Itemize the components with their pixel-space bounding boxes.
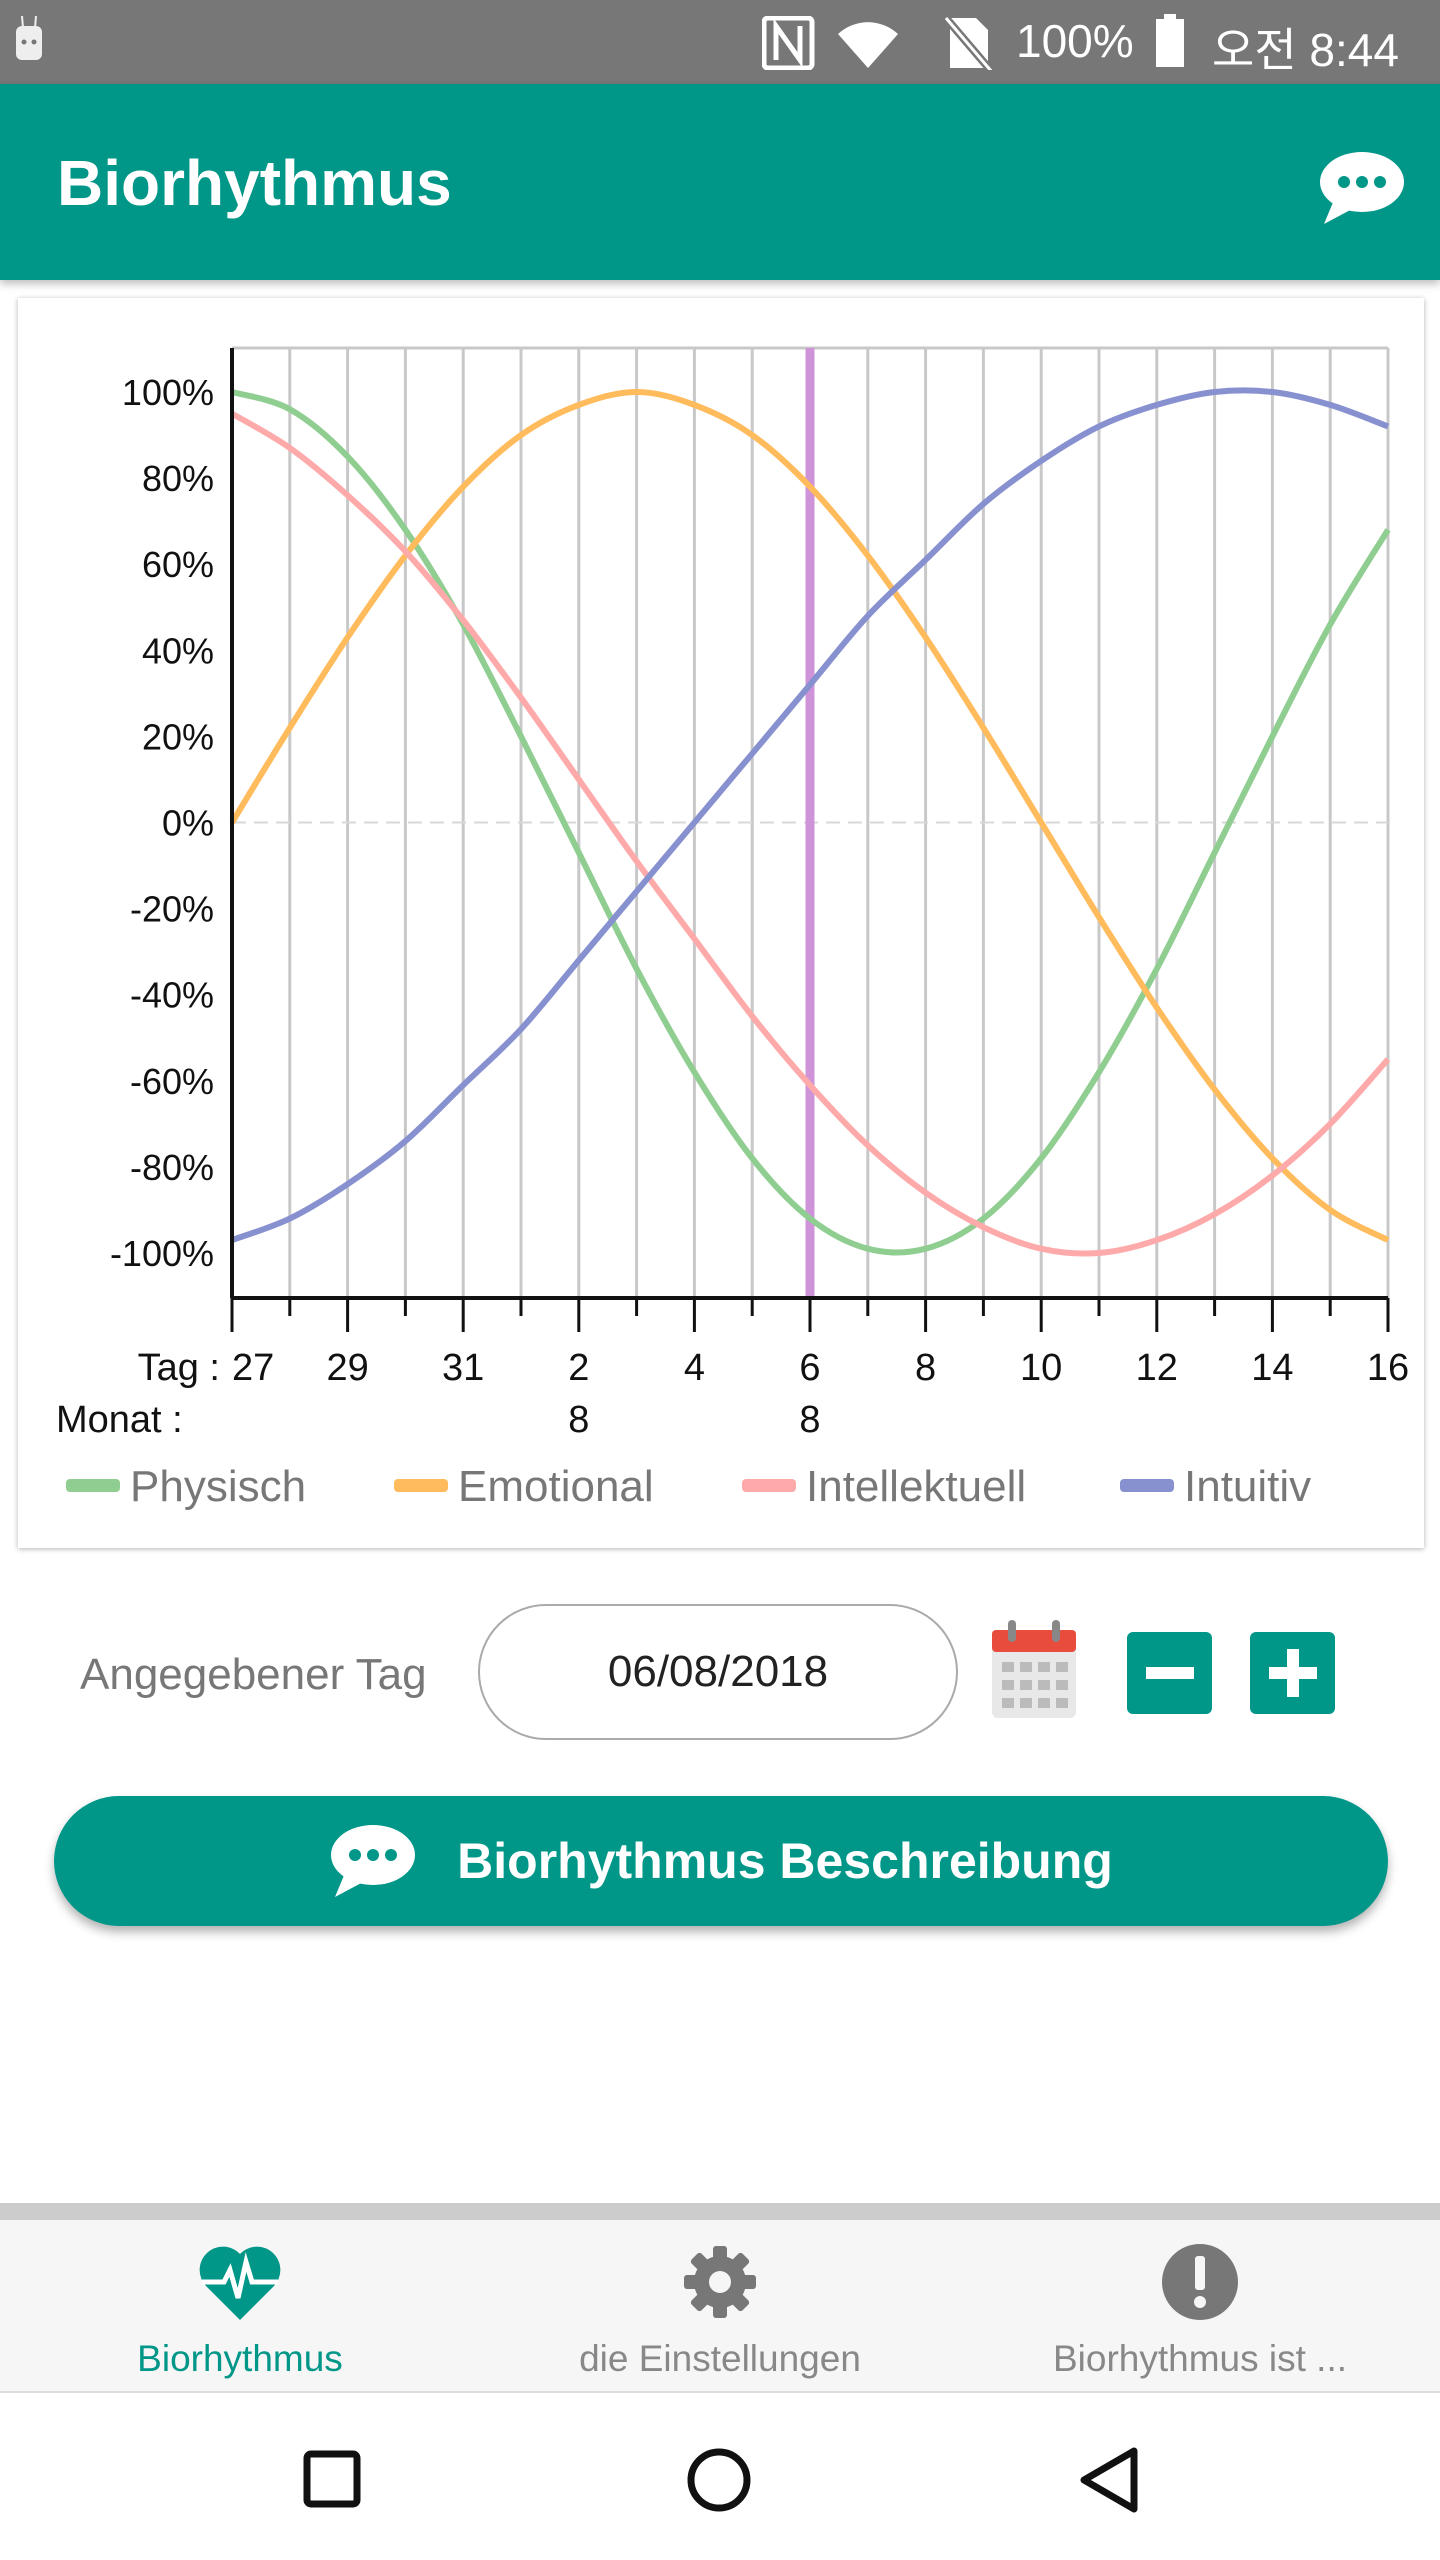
legend-swatch (66, 1479, 120, 1492)
nfc-icon (762, 16, 815, 70)
x-tick-label: 6 (799, 1347, 820, 1389)
nav-item-settings[interactable]: die Einstellungen (480, 2220, 960, 2393)
x-tick-label: 2 (568, 1347, 589, 1389)
legend-label: Intellektuell (806, 1462, 1026, 1511)
android-debug-icon (16, 15, 42, 60)
gear-icon (684, 2246, 756, 2318)
x-axis-prefix: Tag : (138, 1347, 220, 1389)
wifi-icon (838, 22, 898, 68)
chat-bubble-icon (331, 1825, 416, 1897)
battery-percent: 100% (1016, 15, 1134, 67)
date-field[interactable]: 06/08/2018 (478, 1604, 958, 1740)
chat-bubble-icon[interactable] (1318, 150, 1406, 226)
y-tick-label: 60% (142, 544, 214, 585)
series-line-intuitiv (230, 387, 1390, 1243)
biorhythm-description-button[interactable]: Biorhythmus Beschreibung (54, 1796, 1388, 1926)
calendar-icon[interactable] (990, 1618, 1078, 1720)
y-tick-label: -100% (110, 1233, 214, 1274)
y-tick-label: 0% (162, 803, 214, 844)
legend-swatch (394, 1479, 448, 1492)
nav-label: die Einstellungen (579, 2338, 861, 2379)
y-tick-label: 40% (142, 630, 214, 671)
biorhythm-chart: 100% 80% 60% 40% 20% 0% -20% -40% -60% -80% -100% T… (56, 346, 1409, 1511)
bottom-navigation: Biorhythmus die Einstellungen Biorhythmu… (0, 2220, 1440, 2393)
page-title: Biorhythmus (57, 147, 452, 219)
x-tick-label: 8 (915, 1347, 936, 1389)
series-line-intellektuell (230, 410, 1391, 1257)
heart-pulse-icon (199, 2246, 281, 2320)
x-tick-label: 4 (684, 1347, 705, 1389)
battery-icon (1156, 14, 1184, 67)
no-sim-icon (942, 16, 996, 70)
y-tick-label: -40% (130, 975, 214, 1016)
y-tick-label: 100% (122, 372, 214, 413)
nav-label: Biorhythmus ist ... (1052, 2338, 1348, 2379)
legend-swatch (742, 1479, 796, 1492)
status-bar: 100% 오전 8:44 (0, 0, 1440, 84)
home-icon[interactable] (686, 2447, 752, 2513)
legend-label: Emotional (458, 1462, 654, 1511)
x-tick-label: 10 (1020, 1347, 1062, 1389)
minus-icon (1145, 1667, 1194, 1679)
y-tick-label: -20% (130, 889, 214, 930)
divider (0, 2203, 1440, 2220)
y-tick-label: -60% (130, 1061, 214, 1102)
legend-label: Physisch (130, 1462, 306, 1511)
x-tick-label: 31 (442, 1347, 484, 1389)
month-label: 8 (799, 1399, 820, 1441)
nav-label: Biorhythmus (137, 2338, 343, 2379)
next-day-button[interactable] (1250, 1632, 1335, 1714)
plus-icon (1268, 1649, 1317, 1697)
app-bar: Biorhythmus (0, 84, 1440, 280)
y-tick-label: -80% (130, 1147, 214, 1188)
clock: 오전 8:44 (1212, 24, 1399, 76)
x-tick-label: 14 (1251, 1347, 1293, 1389)
description-button-label: Biorhythmus Beschreibung (457, 1833, 1113, 1889)
nav-item-about[interactable]: Biorhythmus ist ... (960, 2220, 1440, 2393)
legend-swatch (1120, 1479, 1174, 1492)
biorhythm-chart-card: 100% 80% 60% 40% 20% 0% -20% -40% -60% -80% -100% T… (18, 298, 1424, 1548)
month-label: 8 (568, 1399, 589, 1441)
y-tick-label: 80% (142, 458, 214, 499)
month-axis-prefix: Monat : (56, 1399, 183, 1441)
x-tick-label: 16 (1367, 1347, 1409, 1389)
previous-day-button[interactable] (1127, 1632, 1212, 1714)
x-tick-label: 27 (232, 1347, 274, 1389)
recents-icon[interactable] (302, 2449, 362, 2509)
legend-label: Intuitiv (1184, 1462, 1311, 1511)
x-tick-label: 12 (1136, 1347, 1178, 1389)
x-tick-label: 29 (326, 1347, 368, 1389)
alert-circle-icon (1162, 2244, 1238, 2320)
nav-item-biorhythm[interactable]: Biorhythmus (0, 2220, 480, 2393)
system-navigation-bar (0, 2395, 1440, 2560)
y-tick-label: 20% (142, 716, 214, 757)
back-icon[interactable] (1076, 2445, 1142, 2515)
date-label: Angegebener Tag (80, 1650, 427, 1699)
